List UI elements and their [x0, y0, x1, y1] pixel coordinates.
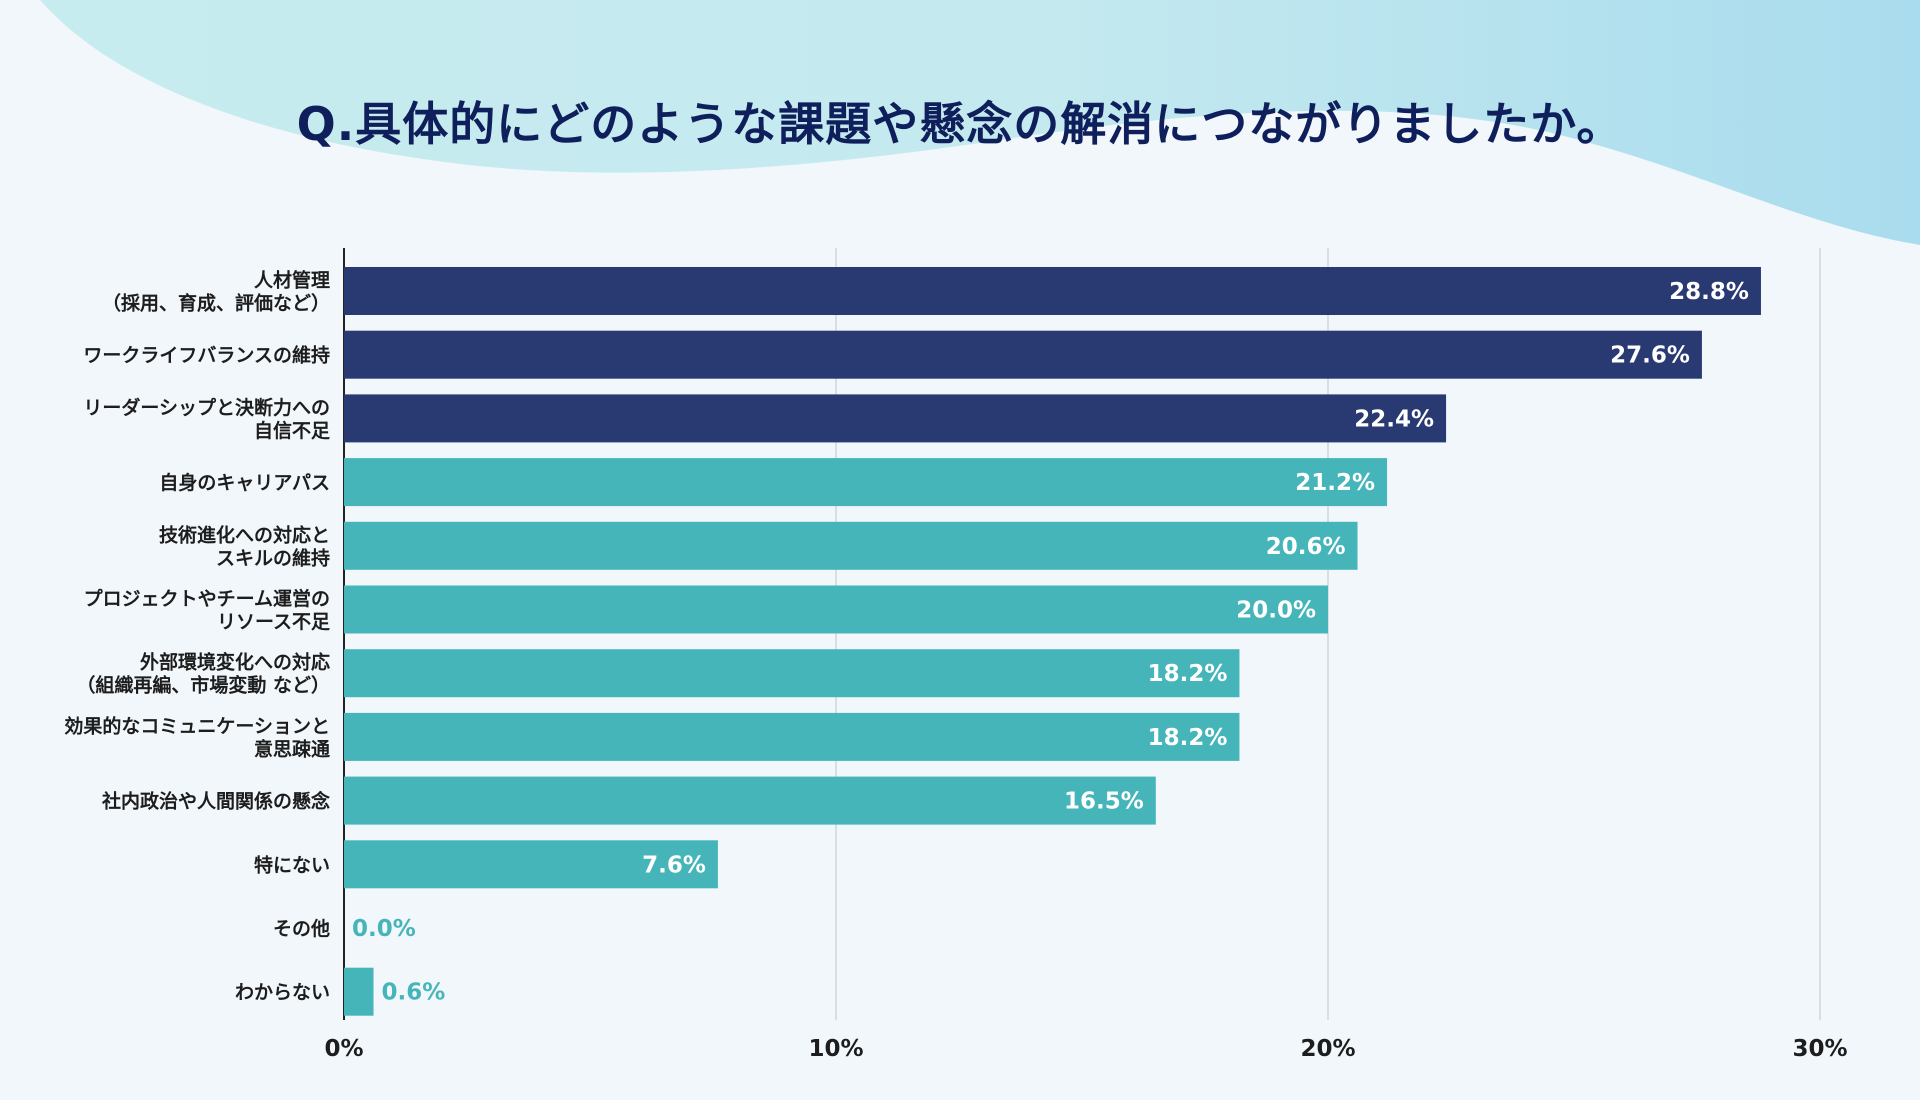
bar-1: [344, 267, 1761, 315]
category-label-7: 外部環境変化への対応（組織再編、市場変動 など）: [76, 651, 330, 697]
bar-7: [344, 649, 1240, 698]
bar-2: [344, 330, 1702, 379]
value-label-10: 7.6%: [642, 852, 706, 878]
value-label-12: 0.6%: [382, 980, 446, 1006]
bar-10: [344, 840, 718, 889]
x-axis-ticks: 0% 10% 20% 30%: [324, 1036, 1847, 1062]
category-label-11: その他: [273, 917, 330, 940]
chart-title: Q.具体的にどのような課題や懸念の解消につながりましたか。: [296, 97, 1624, 151]
bar-9: [344, 776, 1156, 825]
x-tick-10: 10%: [808, 1036, 863, 1062]
value-label-1: 28.8%: [1669, 279, 1749, 305]
value-label-7: 18.2%: [1148, 661, 1228, 687]
category-label-6: プロジェクトやチーム運営のリソース不足: [84, 587, 331, 633]
x-tick-20: 20%: [1300, 1036, 1355, 1062]
category-label-8: 効果的なコミュニケーションと意思疎通: [64, 714, 331, 760]
bar-12: [344, 967, 374, 1016]
category-label-10: 特にない: [254, 854, 330, 876]
category-label-3: リーダーシップと決断力への自信不足: [83, 396, 331, 442]
value-label-5: 20.6%: [1266, 534, 1346, 560]
value-label-8: 18.2%: [1148, 725, 1228, 751]
value-label-11: 0.0%: [352, 916, 416, 942]
category-label-5: 技術進化への対応とスキルの維持: [159, 523, 330, 569]
value-label-2: 27.6%: [1610, 343, 1690, 369]
x-tick-0: 0%: [324, 1036, 363, 1062]
bar-4: [344, 458, 1388, 507]
category-labels: 人材管理（採用、育成、評価など） ワークライフバランスの維持リーダーシップと決断力…: [64, 269, 331, 1004]
bar-3: [344, 394, 1447, 443]
category-label-1: 人材管理（採用、育成、評価など）: [102, 269, 330, 315]
category-label-2: ワークライフバランスの維持: [83, 344, 330, 367]
value-label-9: 16.5%: [1064, 789, 1144, 815]
category-label-4: 自身のキャリアパス: [159, 471, 330, 494]
value-label-4: 21.2%: [1295, 470, 1375, 496]
bar-6: [344, 585, 1328, 634]
value-label-6: 20.0%: [1236, 598, 1316, 624]
x-tick-30: 30%: [1792, 1036, 1847, 1062]
category-label-12: わからない: [235, 982, 330, 1004]
bars: 28.8% 27.6% 22.4% 21.2% 20.6% 20.0% 18.2% 18.2%…: [344, 267, 1761, 1016]
bar-8: [344, 712, 1240, 761]
value-label-3: 22.4%: [1354, 406, 1434, 432]
category-label-9: 社内政治や人間関係の懸念: [101, 790, 330, 813]
bar-5: [344, 521, 1358, 570]
